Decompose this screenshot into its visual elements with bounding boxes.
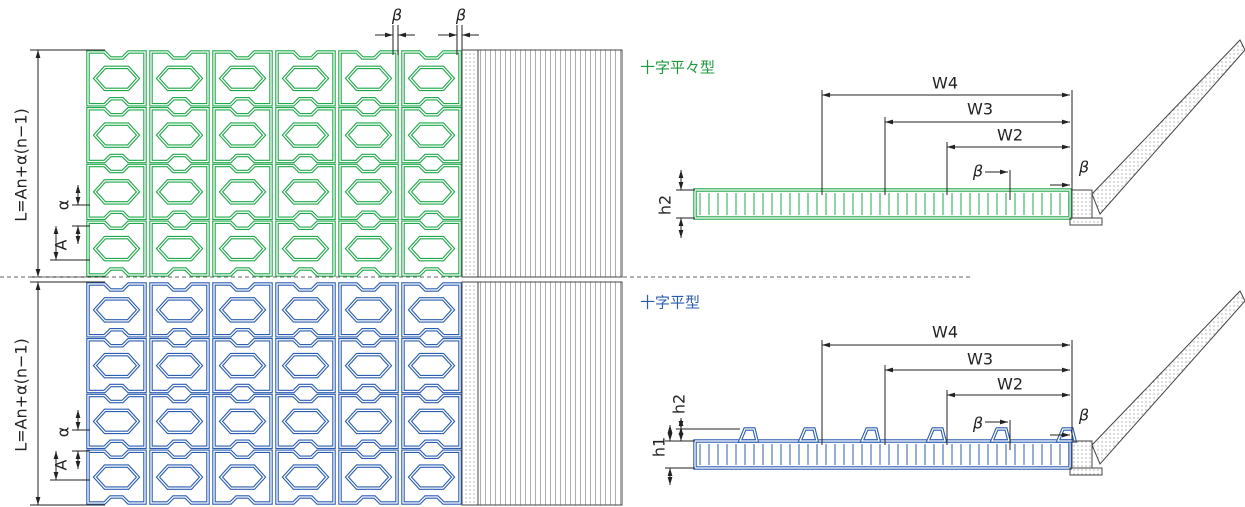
hex-opening	[158, 67, 201, 89]
hex-opening	[221, 67, 264, 89]
section-block	[695, 190, 1070, 218]
hex-opening	[95, 238, 138, 260]
filler	[1072, 441, 1092, 468]
hex-opening	[95, 124, 138, 146]
dim-label: A	[52, 459, 71, 470]
hex-opening	[95, 355, 138, 377]
slope	[1092, 40, 1245, 214]
dim-label: W4	[932, 74, 958, 93]
hex-opening	[284, 67, 327, 89]
hex-opening	[410, 181, 453, 203]
hex-opening	[347, 124, 390, 146]
dim-label: W2	[997, 375, 1023, 394]
section-block	[695, 441, 1070, 468]
diagram: L=An+α(n−1) α A β β L=An+α(n−1) α A 十字平々…	[0, 0, 1245, 507]
dim-label: W2	[997, 126, 1023, 145]
hex-opening	[410, 299, 453, 321]
dim-label: h2	[670, 394, 689, 414]
dim-label: L=An+α(n−1)	[12, 108, 31, 222]
dim-label: β	[972, 162, 983, 181]
hex-opening	[95, 67, 138, 89]
dim-label: A	[52, 239, 71, 250]
hex-opening	[347, 299, 390, 321]
hex-opening	[284, 238, 327, 260]
hex-opening	[347, 67, 390, 89]
dim-label: α	[54, 200, 73, 211]
hex-opening	[221, 181, 264, 203]
dim-label: W3	[967, 350, 993, 369]
hex-opening	[284, 181, 327, 203]
section-block	[695, 441, 1070, 468]
dim-label: α	[54, 427, 73, 438]
hex-opening	[347, 410, 390, 432]
section-block	[695, 190, 1070, 218]
dim-label: L=An+α(n−1)	[12, 338, 31, 452]
slope-plan	[478, 282, 622, 505]
hex-opening	[284, 410, 327, 432]
hex-opening	[221, 466, 264, 488]
hex-opening	[158, 124, 201, 146]
hex-opening	[284, 355, 327, 377]
hex-opening	[221, 410, 264, 432]
dim-label: h2	[656, 195, 675, 215]
hex-opening	[347, 238, 390, 260]
hex-opening	[95, 299, 138, 321]
footing	[1070, 468, 1102, 475]
hex-opening	[284, 299, 327, 321]
filler	[462, 282, 478, 505]
hex-opening	[284, 466, 327, 488]
hex-opening	[158, 238, 201, 260]
hex-opening	[284, 124, 327, 146]
dim-label: β	[455, 6, 466, 25]
hex-opening	[95, 466, 138, 488]
drawing	[30, 25, 1245, 505]
hex-opening	[347, 181, 390, 203]
hex-opening	[158, 466, 201, 488]
dim-label: β	[1078, 158, 1089, 177]
hex-opening	[95, 181, 138, 203]
filler	[462, 50, 478, 277]
hex-opening	[410, 410, 453, 432]
dim-label: h1	[650, 437, 669, 457]
hex-opening	[221, 124, 264, 146]
hex-opening	[410, 355, 453, 377]
dim-label: W3	[967, 100, 993, 119]
hex-opening	[158, 181, 201, 203]
dim-label: β	[1078, 406, 1089, 425]
section-title: 十字平々型	[640, 59, 715, 77]
hex-opening	[221, 299, 264, 321]
hex-opening	[221, 238, 264, 260]
hex-opening	[347, 466, 390, 488]
dim-label: β	[391, 6, 402, 25]
dim-label: β	[972, 414, 983, 433]
hex-opening	[347, 355, 390, 377]
dim-label: W4	[932, 323, 958, 342]
hex-opening	[410, 238, 453, 260]
hex-opening	[410, 67, 453, 89]
hex-opening	[410, 466, 453, 488]
hex-opening	[410, 124, 453, 146]
hex-opening	[221, 355, 264, 377]
hex-opening	[158, 355, 201, 377]
slope	[1092, 291, 1245, 464]
hex-opening	[158, 410, 201, 432]
hex-opening	[95, 410, 138, 432]
filler	[1072, 190, 1092, 218]
hex-opening	[158, 299, 201, 321]
slope-plan	[478, 50, 622, 277]
footing	[1070, 218, 1102, 225]
section-title: 十字平型	[640, 294, 700, 312]
